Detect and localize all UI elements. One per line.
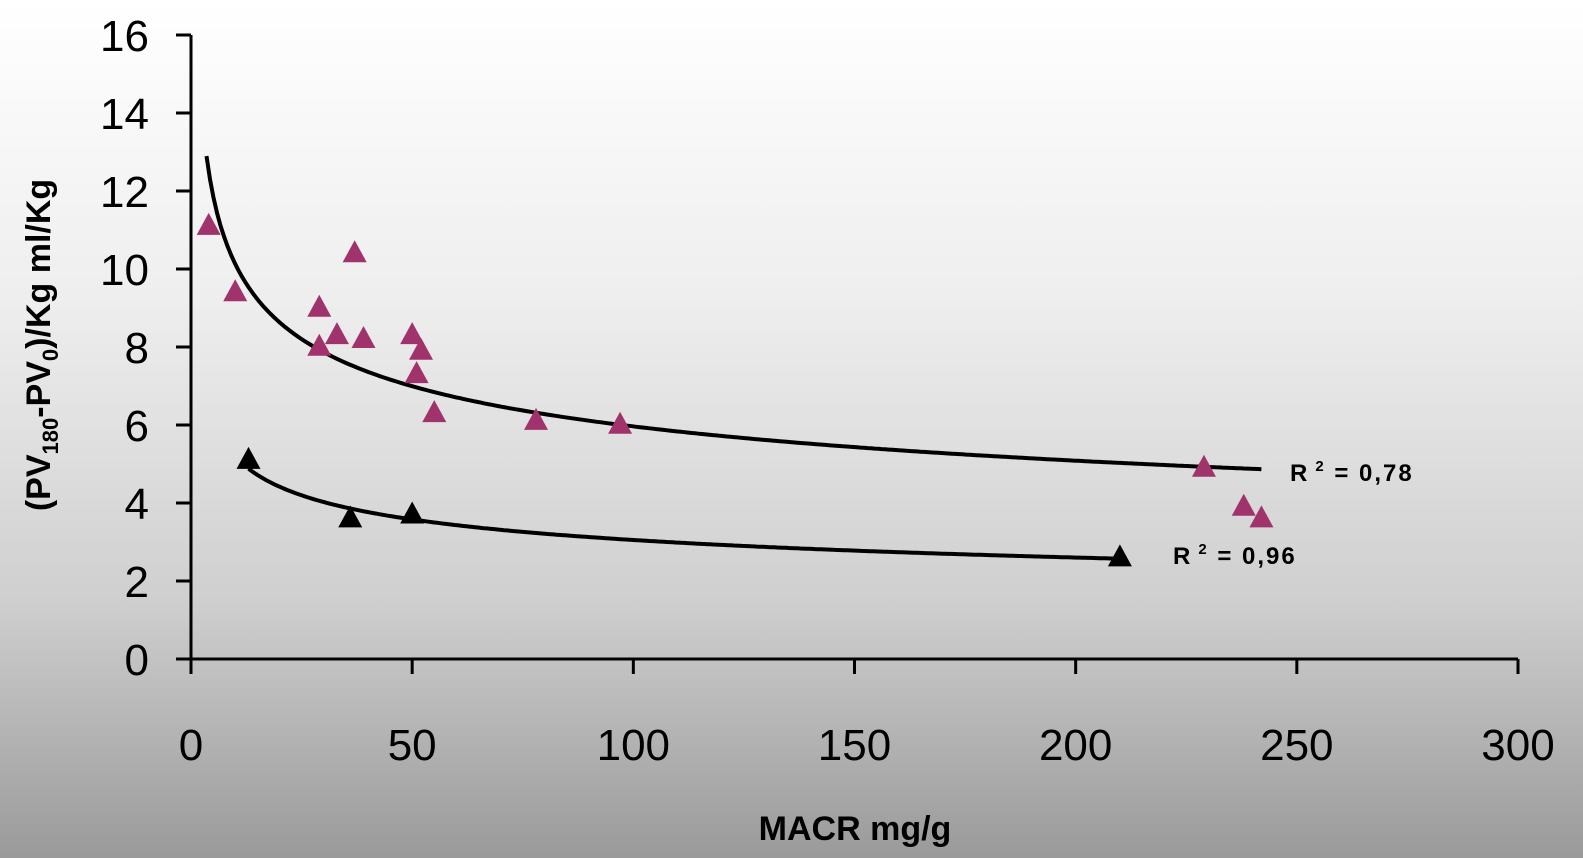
data-point-series-1 bbox=[404, 361, 429, 384]
trend-line-series-1 bbox=[204, 155, 1262, 472]
y-tick-label: 8 bbox=[125, 324, 149, 373]
x-tick-label: 100 bbox=[597, 721, 670, 770]
y-axis-ticks: 0 2 4 6 8 10 12 14 16 bbox=[100, 12, 191, 685]
x-tick-label: 0 bbox=[179, 721, 203, 770]
x-tick-label: 250 bbox=[1260, 721, 1333, 770]
data-point-series-1 bbox=[422, 400, 447, 423]
x-tick-label: 150 bbox=[818, 721, 891, 770]
x-axis-title: MACR mg/g bbox=[759, 810, 952, 848]
y-tick-label: 6 bbox=[125, 402, 149, 451]
data-point-series-1 bbox=[223, 279, 248, 302]
data-point-series-1 bbox=[524, 407, 549, 430]
y-tick-label: 12 bbox=[100, 168, 149, 217]
y-tick-label: 4 bbox=[125, 480, 149, 529]
y-tick-label: 10 bbox=[100, 246, 149, 295]
data-point-series-1 bbox=[324, 322, 349, 345]
trend-lines bbox=[204, 155, 1262, 561]
data-point-series-1 bbox=[342, 240, 367, 263]
data-points bbox=[196, 212, 1274, 567]
data-point-series-1 bbox=[608, 411, 633, 434]
data-point-series-1 bbox=[307, 333, 332, 356]
data-point-series-1 bbox=[1191, 454, 1216, 477]
x-axis-ticks: 0 50 100 150 200 250 300 bbox=[179, 659, 1555, 770]
y-tick-label: 14 bbox=[100, 90, 149, 139]
x-tick-label: 200 bbox=[1039, 721, 1112, 770]
data-point-series-2 bbox=[236, 446, 261, 469]
data-point-series-1 bbox=[351, 326, 376, 348]
data-point-series-1 bbox=[400, 322, 425, 345]
data-point-series-1 bbox=[409, 337, 434, 360]
axes bbox=[189, 35, 1518, 661]
y-axis-title: (PV180-PV0)/Kg ml/Kg bbox=[20, 179, 63, 511]
data-point-series-2 bbox=[1107, 544, 1132, 567]
data-point-series-1 bbox=[196, 212, 221, 235]
x-tick-label: 300 bbox=[1481, 721, 1554, 770]
y-tick-label: 0 bbox=[125, 636, 149, 685]
data-point-series-1 bbox=[1231, 493, 1256, 516]
data-point-series-2 bbox=[400, 501, 425, 524]
data-point-series-1 bbox=[307, 294, 332, 317]
y-tick-label: 2 bbox=[125, 558, 149, 607]
data-point-series-2 bbox=[338, 505, 363, 528]
trend-line-series-2 bbox=[247, 467, 1120, 561]
x-tick-label: 50 bbox=[388, 721, 437, 770]
data-point-series-1 bbox=[1249, 505, 1274, 528]
y-tick-label: 16 bbox=[100, 12, 149, 61]
